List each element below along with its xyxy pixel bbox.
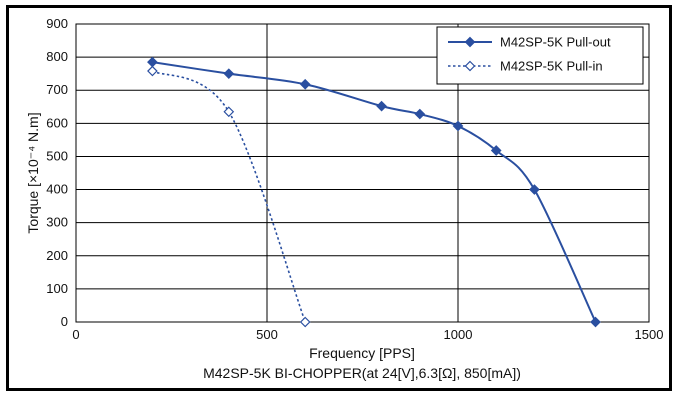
- series-group: [147, 56, 601, 328]
- data-point: [299, 78, 311, 90]
- y-tick-label: 100: [46, 281, 68, 296]
- x-axis-ticks: 0 500 1000 1500: [72, 327, 663, 342]
- y-axis-title: Torque [×10⁻⁴ N.m]: [25, 112, 41, 233]
- legend-label: M42SP-5K Pull-in: [500, 59, 603, 74]
- data-point: [414, 108, 426, 120]
- legend-label: M42SP-5K Pull-out: [500, 35, 611, 50]
- y-axis-ticks: 0 100 200 300 400 500 600 700 800 900: [46, 16, 68, 329]
- x-axis-title: Frequency [PPS]: [309, 345, 415, 361]
- data-point: [223, 106, 235, 118]
- data-point: [490, 145, 502, 156]
- data-point: [299, 316, 311, 328]
- data-point: [529, 184, 540, 195]
- y-tick-label: 800: [46, 49, 68, 64]
- legend-box: [436, 26, 644, 85]
- legend-items: M42SP-5K Pull-out M42SP-5K Pull-in: [448, 35, 611, 74]
- legend-marker: [464, 36, 476, 48]
- data-point: [147, 56, 158, 68]
- data-point: [147, 65, 158, 77]
- data-point: [590, 316, 601, 328]
- legend-marker: [464, 60, 476, 72]
- y-tick-label: 400: [46, 182, 68, 197]
- series-pull-out: [147, 56, 601, 328]
- data-point: [376, 100, 387, 112]
- x-tick-label: 500: [256, 327, 278, 342]
- chart-caption: M42SP-5K BI-CHOPPER(at 24[V],6.3[Ω], 850…: [203, 365, 521, 381]
- data-point: [452, 120, 464, 132]
- series-line: [152, 70, 306, 323]
- series-pull-in: [147, 65, 311, 328]
- x-tick-label: 1500: [635, 327, 664, 342]
- series-line: [152, 61, 597, 323]
- y-tick-label: 200: [46, 248, 68, 263]
- data-point: [223, 68, 235, 80]
- x-tick-label: 0: [72, 327, 79, 342]
- y-tick-label: 900: [46, 16, 68, 31]
- y-tick-label: 700: [46, 82, 68, 97]
- y-tick-label: 600: [46, 115, 68, 130]
- y-tick-label: 0: [61, 314, 68, 329]
- legend: M42SP-5K Pull-out M42SP-5K Pull-in: [436, 26, 644, 85]
- plot-area: [75, 23, 650, 323]
- y-tick-label: 500: [46, 148, 68, 163]
- x-tick-label: 1000: [444, 327, 473, 342]
- y-tick-label: 300: [46, 215, 68, 230]
